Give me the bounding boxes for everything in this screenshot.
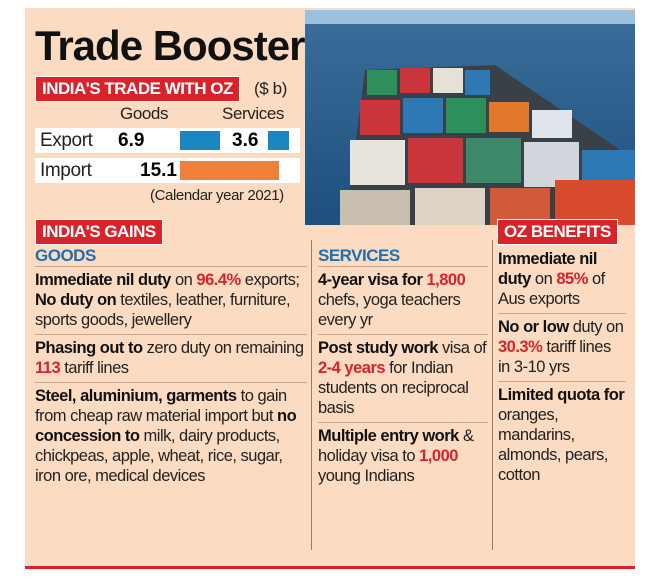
- text: of Aus exports: [498, 270, 605, 308]
- point: Phasing out to zero duty on remaining 11…: [35, 334, 307, 382]
- ship-photo: [305, 10, 635, 225]
- point: Multiple entry work & holiday visa to 1,…: [318, 422, 488, 490]
- text: 4-year visa for: [318, 271, 423, 289]
- title: Trade Booster: [35, 22, 305, 69]
- point: No or low duty on 30.3% tariff lines in …: [498, 313, 626, 381]
- divider: [311, 240, 312, 550]
- point: Steel, aluminium, garments to gain from …: [35, 382, 307, 490]
- bar: [268, 161, 280, 180]
- text: No duty on: [35, 291, 117, 309]
- text: tariff lines: [60, 359, 129, 377]
- oz-column: Immediate nil duty on 85% of Aus exports…: [498, 246, 626, 489]
- text: Steel, aluminium, garments: [35, 387, 237, 405]
- row-label: Import: [40, 160, 92, 181]
- bar: [180, 131, 221, 150]
- point: 4-year visa for 1,800 chefs, yoga teache…: [318, 266, 488, 334]
- text: Post study work: [318, 339, 438, 357]
- text: on: [530, 270, 557, 288]
- text: No or low: [498, 318, 569, 336]
- text: zero duty on remaining: [142, 339, 304, 357]
- text: Immediate nil duty: [498, 250, 597, 288]
- bar: [180, 161, 268, 180]
- text: on: [170, 271, 197, 289]
- divider: [492, 240, 493, 550]
- text: 85%: [556, 270, 588, 288]
- row-label: Export: [40, 130, 93, 151]
- text: visa of: [437, 339, 487, 357]
- text: textiles, leather, furniture, sports goo…: [35, 291, 291, 329]
- text: 96.4%: [196, 271, 241, 289]
- text: 30.3%: [498, 338, 543, 356]
- text: exports;: [240, 271, 300, 289]
- text: Limited quota for: [498, 386, 625, 404]
- value: 15.1: [140, 160, 177, 181]
- note: (Calendar year 2021): [150, 187, 284, 204]
- text: Phasing out to: [35, 339, 143, 357]
- trade-label: INDIA'S TRADE WITH OZ: [35, 76, 240, 102]
- text: milk, dairy products, chickpeas, apple, …: [35, 427, 283, 485]
- text: to gain from cheap raw material import b…: [35, 387, 287, 425]
- section-label: OZ BENEFITS: [497, 219, 618, 245]
- heading: GOODS: [35, 246, 96, 265]
- text: 2-4 years: [318, 359, 386, 377]
- goods-column: GOODS Immediate nil duty on 96.4% export…: [35, 246, 307, 490]
- text: 113: [35, 359, 61, 377]
- section-label: INDIA'S GAINS: [35, 219, 163, 245]
- text: duty on: [568, 318, 624, 336]
- text: 1,800: [426, 271, 466, 289]
- services-column: SERVICES 4-year visa for 1,800 chefs, yo…: [318, 246, 488, 490]
- trade-unit: ($ b): [254, 79, 287, 98]
- point: Immediate nil duty on 96.4% exports; No …: [35, 266, 307, 334]
- text: Multiple entry work: [318, 427, 459, 445]
- col-head: Goods: [120, 104, 169, 123]
- text: & holiday visa to: [318, 427, 474, 465]
- text: young Indians: [318, 467, 415, 485]
- point: Post study work visa of 2-4 years for In…: [318, 334, 488, 422]
- text: chefs, yoga teachers every yr: [318, 291, 461, 329]
- text: tariff lines in 3-10 yrs: [498, 338, 611, 376]
- text: for Indian students on reciprocal basis: [318, 359, 469, 417]
- value: 6.9: [118, 130, 145, 151]
- text: no concession to: [35, 407, 297, 445]
- bar: [268, 131, 289, 150]
- text: Immediate nil duty: [35, 271, 171, 289]
- bottom-rule: [25, 566, 635, 569]
- value: 3.6: [232, 130, 259, 151]
- row-bg: [35, 128, 300, 153]
- text: 1,000: [419, 447, 458, 465]
- col-head: Services: [222, 104, 284, 123]
- heading: SERVICES: [318, 246, 400, 265]
- point: Limited quota for oranges, mandarins, al…: [498, 381, 626, 489]
- point: Immediate nil duty on 85% of Aus exports: [498, 246, 626, 313]
- text: oranges, mandarins, almonds, pears, cott…: [498, 406, 608, 484]
